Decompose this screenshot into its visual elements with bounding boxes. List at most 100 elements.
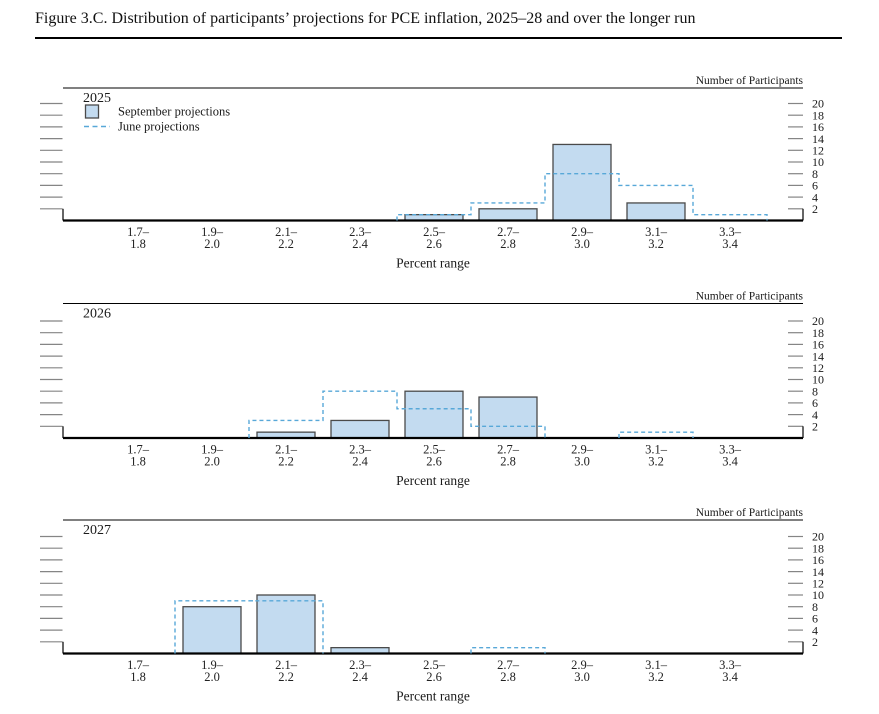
june-projection-line [470,646,546,654]
x-tick-label-bottom: 2.0 [204,455,220,469]
x-tick-label-bottom: 2.6 [426,670,442,684]
x-tick-label-bottom: 2.8 [500,237,516,251]
september-bar-bin-2 [256,594,316,655]
x-axis-title: Percent range [396,689,470,704]
right-tick-label: 12 [812,144,824,158]
x-tick-label-top: 1.7– [127,443,150,457]
right-tick-label: 4 [812,190,818,204]
june-projection-line [396,173,768,221]
right-tick-label: 4 [812,623,818,637]
right-tick-label: 8 [812,600,818,614]
x-tick-label-bottom: 3.2 [648,455,664,469]
x-tick-label-bottom: 2.2 [278,237,294,251]
x-tick-label-bottom: 1.8 [130,237,146,251]
x-tick-label-bottom: 3.2 [648,237,664,251]
x-tick-label-top: 1.7– [127,225,150,239]
title-rule [35,36,842,39]
september-bar-bin-1 [182,606,242,655]
x-tick-label-bottom: 2.8 [500,455,516,469]
x-tick-label-bottom: 1.8 [130,455,146,469]
right-tick-label: 4 [812,408,818,422]
x-tick-label-bottom: 3.4 [722,237,738,251]
x-tick-label-top: 2.3– [349,658,372,672]
september-bar-bin-6 [552,143,612,222]
year-label: 2025 [83,91,111,106]
x-tick-label-bottom: 3.0 [574,670,590,684]
x-tick-label-top: 2.3– [349,225,372,239]
x-tick-label-top: 2.9– [571,443,594,457]
x-tick-label-top: 3.1– [645,658,668,672]
x-tick-label-top: 2.1– [275,658,298,672]
right-axis-title: Number of Participants [696,75,804,87]
legend-september-label: September projections [118,105,230,119]
x-tick-label-top: 2.5– [423,443,446,457]
right-tick-label: 20 [812,314,824,328]
x-tick-label-top: 1.9– [201,225,224,239]
right-tick-label: 18 [812,541,824,555]
right-axis-title: Number of Participants [696,291,804,303]
x-tick-label-top: 2.7– [497,225,520,239]
figure-title: Figure 3.C. Distribution of participants… [35,10,696,27]
legend-september-swatch [84,104,100,119]
x-tick-label-bottom: 3.0 [574,237,590,251]
right-tick-label: 10 [812,373,824,387]
right-tick-label: 14 [812,565,824,579]
right-tick-label: 20 [812,97,824,111]
x-axis-title: Percent range [396,473,470,488]
right-tick-label: 16 [812,553,824,567]
september-bar-bin-5 [478,208,538,222]
x-tick-label-bottom: 2.2 [278,455,294,469]
september-bar-bin-4 [404,390,464,439]
right-tick-label: 20 [812,530,824,544]
x-tick-label-top: 2.7– [497,443,520,457]
right-tick-label: 2 [812,420,818,434]
x-tick-label-top: 2.9– [571,225,594,239]
legend-june-label: June projections [118,120,200,134]
right-tick-label: 16 [812,338,824,352]
right-tick-label: 6 [812,396,818,410]
x-tick-label-top: 2.7– [497,658,520,672]
september-bar-bin-3 [330,419,390,439]
right-tick-label: 16 [812,120,824,134]
year-label: 2027 [83,523,111,538]
x-tick-label-bottom: 2.0 [204,237,220,251]
x-tick-label-bottom: 2.2 [278,670,294,684]
september-bar-bin-5 [478,396,538,439]
panel-2026: Number of Participants 2026 24681012141618… [40,291,824,488]
x-tick-label-bottom: 2.4 [352,455,368,469]
x-tick-label-bottom: 2.4 [352,237,368,251]
x-tick-label-top: 2.5– [423,225,446,239]
right-tick-label: 6 [812,179,818,193]
x-tick-label-bottom: 2.0 [204,670,220,684]
x-tick-label-top: 1.9– [201,443,224,457]
x-tick-label-top: 2.1– [275,225,298,239]
right-tick-label: 14 [812,349,824,363]
right-tick-label: 2 [812,635,818,649]
x-tick-label-top: 3.3– [719,658,742,672]
right-tick-label: 8 [812,384,818,398]
june-projection-line [248,390,546,438]
june-projection-line [618,431,694,438]
june-projection-line [174,600,324,654]
x-tick-label-top: 2.3– [349,443,372,457]
x-tick-label-top: 2.9– [571,658,594,672]
x-tick-label-top: 3.3– [719,225,742,239]
x-tick-label-top: 2.1– [275,443,298,457]
x-tick-label-bottom: 2.4 [352,670,368,684]
x-tick-label-top: 3.1– [645,225,668,239]
right-tick-label: 14 [812,132,824,146]
right-tick-label: 18 [812,108,824,122]
x-tick-label-bottom: 1.8 [130,670,146,684]
right-tick-label: 10 [812,588,824,602]
panel-2025: Number of Participants 2025 24681012141618… [40,75,824,271]
september-bar-bin-7 [626,202,686,222]
x-tick-label-bottom: 3.2 [648,670,664,684]
panel-2027: Number of Participants 2027 24681012141618… [40,507,824,704]
right-tick-label: 2 [812,202,818,216]
right-tick-label: 18 [812,326,824,340]
x-tick-label-top: 1.9– [201,658,224,672]
x-tick-label-bottom: 3.0 [574,455,590,469]
